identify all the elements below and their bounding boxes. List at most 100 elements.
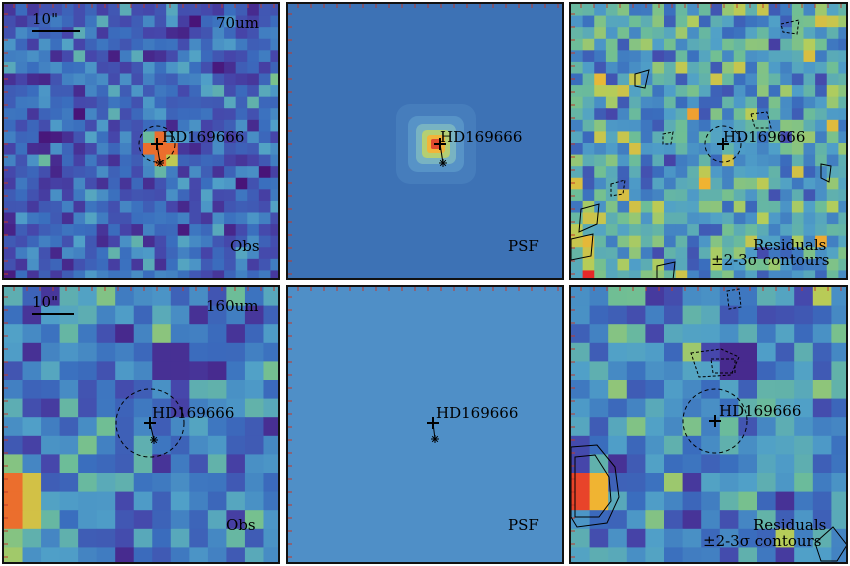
heatmap-pixel [652, 143, 665, 156]
heatmap-pixel [826, 154, 839, 167]
heatmap-pixel [115, 305, 135, 325]
heatmap-pixel [757, 143, 770, 156]
heatmap-pixel [38, 270, 51, 278]
heatmap-pixel [177, 177, 190, 190]
heatmap-pixel [258, 61, 272, 75]
heatmap-pixel [571, 96, 584, 109]
heatmap-pixel [812, 417, 832, 437]
heatmap-pixel [745, 177, 758, 190]
heatmap-pixel [41, 547, 61, 562]
heatmap-pixel [594, 143, 607, 156]
heatmap-pixel [617, 50, 630, 63]
heatmap-pixel [226, 435, 246, 455]
heatmap-pixel [108, 189, 121, 202]
heatmap-pixel [605, 50, 619, 63]
heatmap-pixel [738, 435, 758, 455]
heatmap-pixel [780, 247, 793, 260]
heatmap-pixel [826, 27, 839, 40]
heatmap-pixel [664, 417, 684, 437]
heatmap-pixel [675, 143, 688, 156]
heatmap-pixel [258, 4, 272, 17]
heatmap-pixel [244, 417, 265, 437]
heatmap-pixel [791, 154, 805, 167]
heatmap-pixel [119, 212, 133, 225]
heatmap-pixel [757, 258, 770, 272]
heatmap-pixel [200, 247, 214, 260]
heatmap-pixel [4, 305, 24, 325]
heatmap-pixel [617, 143, 630, 156]
heatmap-pixel [838, 119, 846, 133]
heatmap-pixel [812, 454, 832, 474]
heatmap-pixel [154, 224, 167, 237]
heatmap-pixel [247, 85, 260, 98]
heatmap-pixel [78, 361, 98, 381]
heatmap-pixel [608, 510, 628, 530]
heatmap-pixel [815, 4, 828, 17]
heatmap-pixel [235, 189, 248, 202]
heatmap-pixel [594, 27, 607, 40]
heatmap-pixel [719, 305, 739, 325]
heatmap-pixel [212, 50, 225, 63]
heatmap-pixel [212, 131, 225, 144]
heatmap-pixel [200, 96, 214, 109]
heatmap-pixel [629, 177, 642, 190]
heatmap-pixel [629, 108, 642, 121]
heatmap-pixel [247, 131, 260, 144]
panel-residuals-160um: HD169666 Residuals ±2-3σ contours [569, 285, 848, 564]
heatmap-pixel [212, 166, 225, 179]
heatmap-pixel [812, 528, 832, 548]
heatmap-pixel [247, 143, 260, 156]
heatmap-pixel [235, 50, 248, 63]
heatmap-pixel [571, 258, 584, 272]
heatmap-pixel [96, 417, 116, 437]
heatmap-pixel [27, 131, 40, 144]
heatmap-pixel [640, 189, 653, 202]
heatmap-pixel [212, 154, 225, 167]
heatmap-pixel [768, 131, 781, 144]
heatmap-pixel [170, 510, 190, 530]
heatmap-pixel [745, 143, 758, 156]
heatmap-pixel [200, 61, 214, 75]
heatmap-pixel [131, 247, 144, 260]
heatmap-pixel [4, 235, 17, 248]
heatmap-pixel [733, 212, 746, 225]
heatmap-pixel [815, 200, 828, 214]
heatmap-pixel [189, 166, 202, 179]
heatmap-pixel [745, 27, 758, 40]
heatmap-pixel [594, 166, 607, 179]
heatmap-pixel [780, 108, 793, 121]
heatmap-pixel [605, 38, 619, 51]
heatmap-pixel [235, 96, 248, 109]
heatmap-pixel [212, 38, 225, 51]
heatmap-pixel [4, 435, 24, 455]
heatmap-pixel [687, 270, 700, 278]
heatmap-pixel [247, 38, 260, 51]
heatmap-pixel [96, 361, 116, 381]
heatmap-pixel [177, 61, 190, 75]
heatmap-pixel [27, 247, 40, 260]
heatmap-pixel [838, 143, 846, 156]
heatmap-pixel [571, 27, 584, 40]
heatmap-pixel [258, 235, 272, 248]
heatmap-pixel [745, 131, 758, 144]
heatmap-pixel [733, 270, 746, 278]
heatmap-pixel [189, 224, 202, 237]
heatmap-pixel [803, 96, 816, 109]
residual-contour [662, 131, 674, 145]
heatmap-pixel [4, 417, 24, 437]
heatmap-pixel [27, 119, 40, 133]
scale-label: 10" [32, 10, 58, 28]
heatmap-pixel [791, 61, 805, 75]
heatmap-pixel [794, 491, 814, 511]
heatmap-pixel [15, 131, 28, 144]
heatmap-pixel [675, 235, 688, 248]
heatmap-pixel [629, 27, 642, 40]
heatmap-pixel [177, 143, 190, 156]
heatmap-pixel [226, 287, 246, 307]
heatmap-pixel [247, 73, 260, 86]
heatmap-pixel [247, 61, 260, 75]
heatmap-pixel [170, 287, 190, 307]
heatmap-pixel [224, 96, 237, 109]
heatmap-pixel [235, 27, 248, 40]
heatmap-pixel [50, 27, 63, 40]
